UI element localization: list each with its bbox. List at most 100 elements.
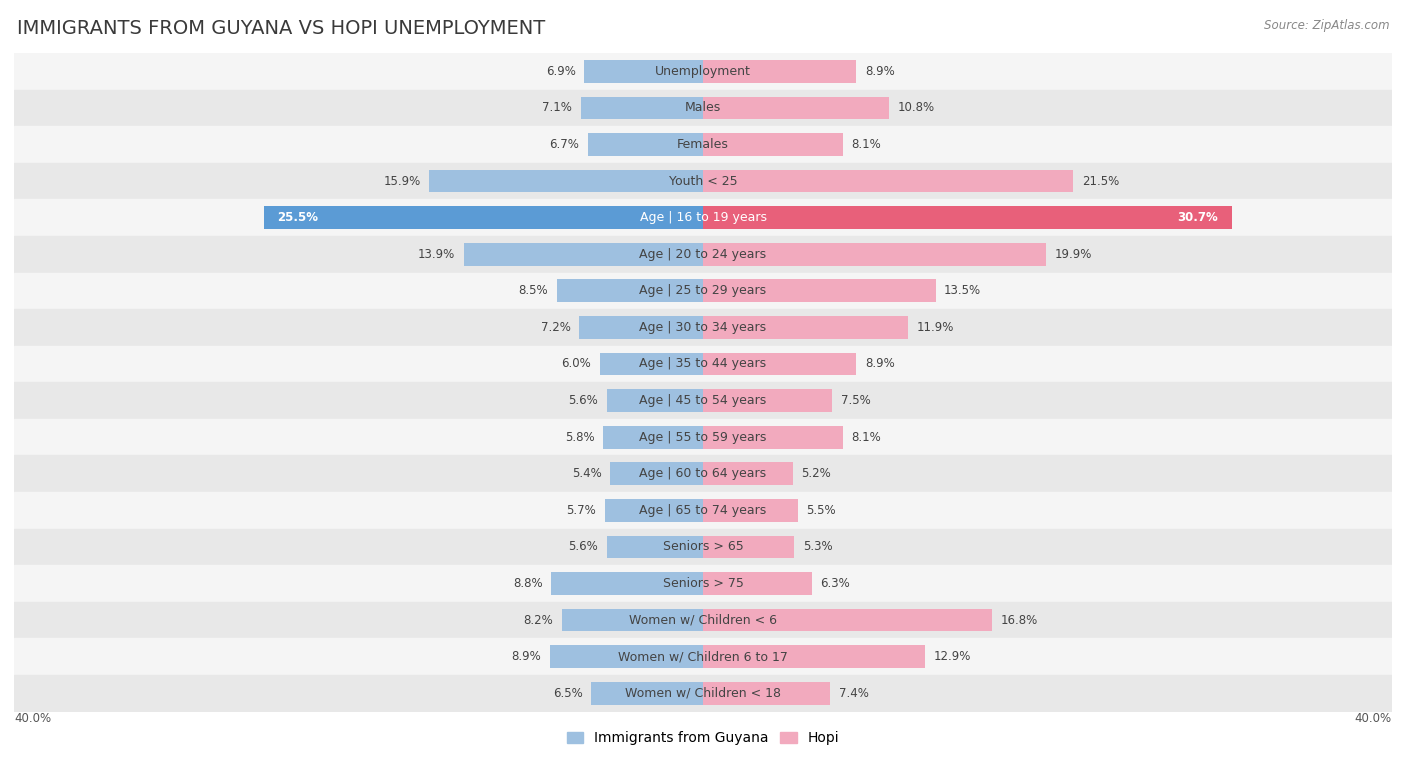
Text: 5.6%: 5.6% (568, 394, 598, 407)
Text: 6.3%: 6.3% (820, 577, 849, 590)
Bar (605, 499, 703, 522)
Text: 7.2%: 7.2% (540, 321, 571, 334)
Bar (591, 682, 703, 705)
Bar (550, 646, 703, 668)
Bar (703, 426, 842, 448)
Text: Youth < 25: Youth < 25 (669, 175, 737, 188)
Text: 40.0%: 40.0% (1355, 712, 1392, 725)
Text: 8.9%: 8.9% (865, 357, 894, 370)
Bar (14, 492, 1392, 528)
Text: 10.8%: 10.8% (897, 101, 935, 114)
Text: 7.5%: 7.5% (841, 394, 870, 407)
Bar (588, 133, 703, 156)
Text: Age | 60 to 64 years: Age | 60 to 64 years (640, 467, 766, 480)
Text: IMMIGRANTS FROM GUYANA VS HOPI UNEMPLOYMENT: IMMIGRANTS FROM GUYANA VS HOPI UNEMPLOYM… (17, 19, 546, 38)
Bar (581, 97, 703, 119)
Bar (703, 609, 993, 631)
Bar (610, 463, 703, 485)
Bar (703, 170, 1073, 192)
Bar (14, 675, 1392, 712)
Text: Age | 30 to 34 years: Age | 30 to 34 years (640, 321, 766, 334)
Legend: Immigrants from Guyana, Hopi: Immigrants from Guyana, Hopi (561, 726, 845, 751)
Text: Seniors > 75: Seniors > 75 (662, 577, 744, 590)
Bar (703, 463, 793, 485)
Bar (703, 97, 889, 119)
Text: Age | 20 to 24 years: Age | 20 to 24 years (640, 248, 766, 260)
Bar (429, 170, 703, 192)
Bar (464, 243, 703, 266)
Bar (703, 389, 832, 412)
Text: 5.5%: 5.5% (807, 504, 837, 517)
Text: 13.9%: 13.9% (418, 248, 456, 260)
Bar (14, 309, 1392, 346)
Bar (599, 353, 703, 375)
Text: 25.5%: 25.5% (277, 211, 319, 224)
Text: 8.8%: 8.8% (513, 577, 543, 590)
Bar (14, 163, 1392, 199)
Text: Males: Males (685, 101, 721, 114)
Text: 21.5%: 21.5% (1083, 175, 1119, 188)
Text: 40.0%: 40.0% (14, 712, 51, 725)
Text: 15.9%: 15.9% (384, 175, 420, 188)
Bar (703, 536, 794, 558)
Text: 13.5%: 13.5% (945, 285, 981, 298)
Bar (703, 316, 908, 338)
Bar (562, 609, 703, 631)
Bar (14, 419, 1392, 456)
Text: 16.8%: 16.8% (1001, 614, 1038, 627)
Bar (14, 236, 1392, 273)
Text: 5.3%: 5.3% (803, 540, 832, 553)
Bar (14, 602, 1392, 638)
Bar (703, 572, 811, 595)
Bar (551, 572, 703, 595)
Text: 8.9%: 8.9% (512, 650, 541, 663)
Text: Age | 65 to 74 years: Age | 65 to 74 years (640, 504, 766, 517)
Text: 8.2%: 8.2% (523, 614, 553, 627)
Bar (14, 53, 1392, 89)
Text: 8.9%: 8.9% (865, 65, 894, 78)
Bar (14, 346, 1392, 382)
Text: 5.6%: 5.6% (568, 540, 598, 553)
Text: 8.1%: 8.1% (851, 138, 882, 151)
Text: 19.9%: 19.9% (1054, 248, 1091, 260)
Bar (703, 243, 1046, 266)
Bar (703, 646, 925, 668)
Bar (703, 60, 856, 83)
Text: Unemployment: Unemployment (655, 65, 751, 78)
Bar (606, 389, 703, 412)
Text: Women w/ Children < 6: Women w/ Children < 6 (628, 614, 778, 627)
Text: Age | 45 to 54 years: Age | 45 to 54 years (640, 394, 766, 407)
Text: 6.7%: 6.7% (550, 138, 579, 151)
Bar (14, 273, 1392, 309)
Bar (557, 279, 703, 302)
Bar (14, 126, 1392, 163)
Text: 5.2%: 5.2% (801, 467, 831, 480)
Text: 6.5%: 6.5% (553, 687, 582, 699)
Bar (583, 60, 703, 83)
Bar (14, 528, 1392, 565)
Text: Age | 25 to 29 years: Age | 25 to 29 years (640, 285, 766, 298)
Text: Women w/ Children < 18: Women w/ Children < 18 (626, 687, 780, 699)
Bar (703, 682, 831, 705)
Text: Seniors > 65: Seniors > 65 (662, 540, 744, 553)
Text: 6.9%: 6.9% (546, 65, 575, 78)
Bar (703, 499, 797, 522)
Bar (14, 565, 1392, 602)
Bar (606, 536, 703, 558)
Text: 5.4%: 5.4% (572, 467, 602, 480)
Bar (14, 638, 1392, 675)
Text: Age | 35 to 44 years: Age | 35 to 44 years (640, 357, 766, 370)
Text: Age | 55 to 59 years: Age | 55 to 59 years (640, 431, 766, 444)
Text: 5.8%: 5.8% (565, 431, 595, 444)
Bar (703, 353, 856, 375)
Text: 30.7%: 30.7% (1177, 211, 1218, 224)
Bar (14, 456, 1392, 492)
Text: 7.1%: 7.1% (543, 101, 572, 114)
Bar (14, 382, 1392, 419)
Text: 12.9%: 12.9% (934, 650, 972, 663)
Bar (703, 133, 842, 156)
Bar (703, 207, 1232, 229)
Text: 11.9%: 11.9% (917, 321, 953, 334)
Text: Age | 16 to 19 years: Age | 16 to 19 years (640, 211, 766, 224)
Text: 8.5%: 8.5% (519, 285, 548, 298)
